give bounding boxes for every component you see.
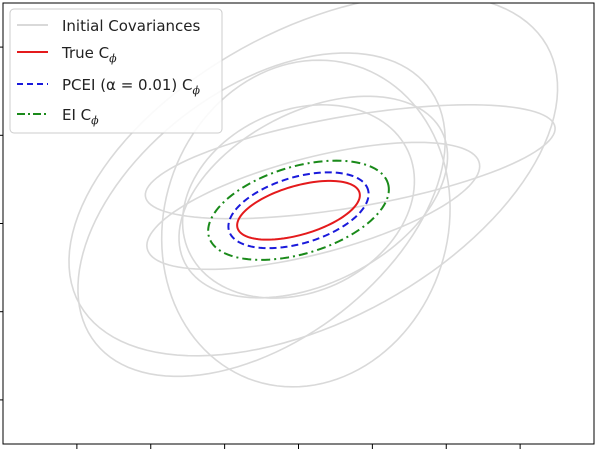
legend-box <box>9 8 223 134</box>
legend-label-ei-sub: ϕ <box>91 114 99 127</box>
legend-label-ei-main: EI C <box>62 106 91 124</box>
legend-label-true-main: True C <box>61 44 109 62</box>
series-0-ellipse-6 <box>160 59 451 388</box>
legend-label-pcei-sub: ϕ <box>193 84 201 97</box>
legend-label-true: True Cϕ <box>61 44 117 65</box>
series-0-ellipse-3 <box>68 3 559 357</box>
series-0-ellipse-4 <box>178 95 449 299</box>
legend: Initial Covariances True Cϕ PCEI (α = 0.… <box>9 8 223 134</box>
series-0-ellipse-1 <box>146 141 481 271</box>
legend-label-pcei: PCEI (α = 0.01) Cϕ <box>62 76 201 97</box>
legend-label-pcei-main: PCEI (α = 0.01) C <box>62 76 193 94</box>
series-0-ellipse-2 <box>77 52 446 378</box>
legend-label-initial: Initial Covariances <box>62 17 201 35</box>
series-0-ellipse-0 <box>144 104 556 220</box>
series-2-ellipse-0 <box>227 171 370 250</box>
ellipse-layer <box>68 3 559 388</box>
series-0-ellipse-5 <box>181 104 416 299</box>
legend-label-ei: EI Cϕ <box>62 106 99 127</box>
series-1-ellipse-0 <box>236 179 361 241</box>
tick-layer <box>0 46 521 449</box>
legend-label-true-sub: ϕ <box>109 52 117 65</box>
series-3-ellipse-0 <box>207 159 390 261</box>
